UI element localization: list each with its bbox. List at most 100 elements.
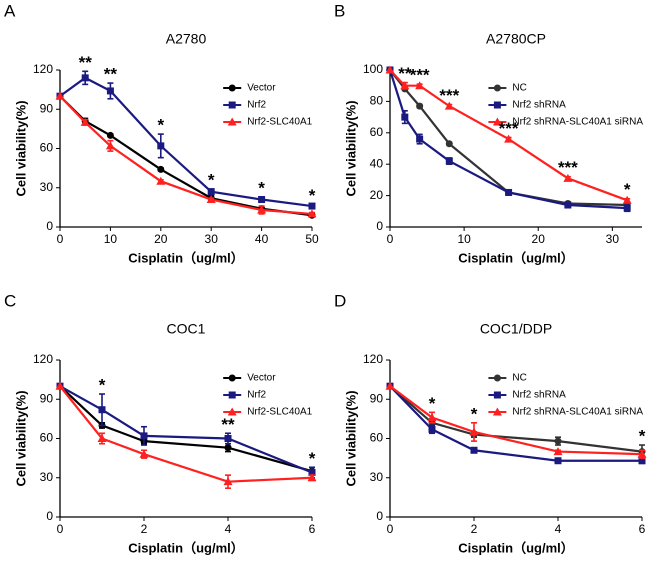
marker: [140, 432, 148, 440]
marker: [623, 204, 631, 212]
x-tick-label: 10: [457, 232, 471, 246]
marker: [415, 81, 425, 90]
legend-label: Nrf2: [247, 390, 266, 401]
panel-label: D: [334, 291, 346, 310]
y-tick-label: 120: [363, 352, 383, 366]
marker: [105, 141, 115, 150]
y-axis-label: Cell viability(%): [13, 390, 28, 486]
x-tick-label: 0: [387, 232, 394, 246]
significance: ***: [439, 86, 459, 105]
y-tick-label: 20: [370, 188, 384, 202]
x-tick-label: 50: [305, 232, 319, 246]
significance: *: [258, 178, 265, 197]
marker: [416, 102, 424, 110]
marker: [228, 84, 236, 92]
series-line: [59, 385, 313, 483]
x-axis-label: Cisplatin（ug/ml）: [128, 540, 244, 555]
marker: [227, 117, 237, 126]
marker: [206, 195, 216, 204]
y-tick-label: 60: [370, 125, 384, 139]
series-line: [59, 385, 313, 473]
x-axis-label: Cisplatin（ug/ml）: [458, 250, 574, 265]
marker: [157, 165, 165, 173]
y-tick-label: 0: [46, 509, 53, 523]
legend-label: Nrf2-SLC40A1: [247, 117, 312, 128]
marker: [400, 81, 410, 90]
y-tick-label: 90: [40, 391, 54, 405]
marker: [227, 407, 237, 416]
significance: ***: [558, 158, 578, 177]
marker: [224, 444, 232, 452]
marker: [139, 449, 149, 458]
legend-label: Nrf2 shRNA-SLC40A1 siRNA: [512, 117, 643, 128]
y-tick-label: 60: [40, 431, 54, 445]
y-tick-label: 0: [376, 219, 383, 233]
x-tick-label: 6: [309, 522, 316, 536]
marker: [469, 427, 479, 436]
x-axis-label: Cisplatin（ug/ml）: [128, 250, 244, 265]
legend-label: Vector: [247, 83, 276, 94]
significance: *: [471, 404, 478, 423]
x-tick-label: 2: [471, 522, 478, 536]
panel-label: C: [4, 291, 16, 310]
y-tick-label: 100: [363, 62, 383, 76]
x-axis-label: Cisplatin（ug/ml）: [458, 540, 574, 555]
chart-title: A2780CP: [486, 31, 546, 47]
y-tick-label: 80: [370, 94, 384, 108]
marker: [223, 477, 233, 486]
significance: *: [157, 116, 164, 135]
marker: [493, 391, 501, 399]
y-tick-label: 60: [40, 141, 54, 155]
y-tick-label: 60: [370, 431, 384, 445]
y-tick-label: 0: [46, 219, 53, 233]
marker: [55, 91, 65, 100]
panel-label: A: [4, 1, 16, 20]
marker: [228, 101, 236, 109]
significance: *: [309, 449, 316, 468]
chart-title: A2780: [166, 31, 207, 47]
chart-title: COC1: [167, 321, 206, 337]
marker: [554, 457, 562, 465]
legend-label: Nrf2 shRNA-SLC40A1 siRNA: [512, 407, 643, 418]
panel: 0 30 60 90 120 0 10 20 30 40 50 A2780 A Cisplatin（ug/…: [4, 1, 319, 265]
x-tick-label: 20: [532, 232, 546, 246]
marker: [258, 196, 266, 204]
y-axis-label: Cell viability(%): [343, 100, 358, 196]
marker: [445, 157, 453, 165]
marker: [638, 457, 646, 465]
significance: *: [309, 186, 316, 205]
legend-label: NC: [512, 83, 526, 94]
marker: [81, 74, 89, 82]
marker: [98, 406, 106, 414]
y-tick-label: 90: [40, 101, 54, 115]
y-tick-label: 40: [370, 156, 384, 170]
marker: [80, 117, 90, 126]
x-tick-label: 2: [141, 522, 148, 536]
significance: **: [79, 53, 93, 72]
marker: [307, 209, 317, 218]
y-axis-label: Cell viability(%): [13, 100, 28, 196]
panel: 0 30 60 90 120 0 2 4 6 COC1 C Cisplatin（ug/ml） Cell …: [4, 291, 317, 555]
marker: [505, 188, 513, 196]
y-axis-label: Cell viability(%): [343, 390, 358, 486]
marker: [622, 195, 632, 204]
legend-label: NC: [512, 373, 526, 384]
x-tick-label: 30: [606, 232, 620, 246]
marker: [207, 188, 215, 196]
marker: [564, 201, 572, 209]
significance: **: [398, 64, 412, 83]
x-tick-label: 30: [205, 232, 219, 246]
marker: [228, 391, 236, 399]
marker: [228, 374, 236, 382]
x-tick-label: 6: [639, 522, 646, 536]
y-tick-label: 90: [370, 391, 384, 405]
marker: [106, 131, 114, 139]
y-tick-label: 120: [33, 352, 53, 366]
series-line: [59, 76, 313, 208]
panel: 0 30 60 90 120 0 2 4 6 COC1/DDP D Cisplatin（ug/ml） C…: [334, 291, 647, 555]
marker: [637, 449, 647, 458]
significance: **: [104, 65, 118, 84]
x-tick-label: 20: [154, 232, 168, 246]
marker: [55, 381, 65, 390]
